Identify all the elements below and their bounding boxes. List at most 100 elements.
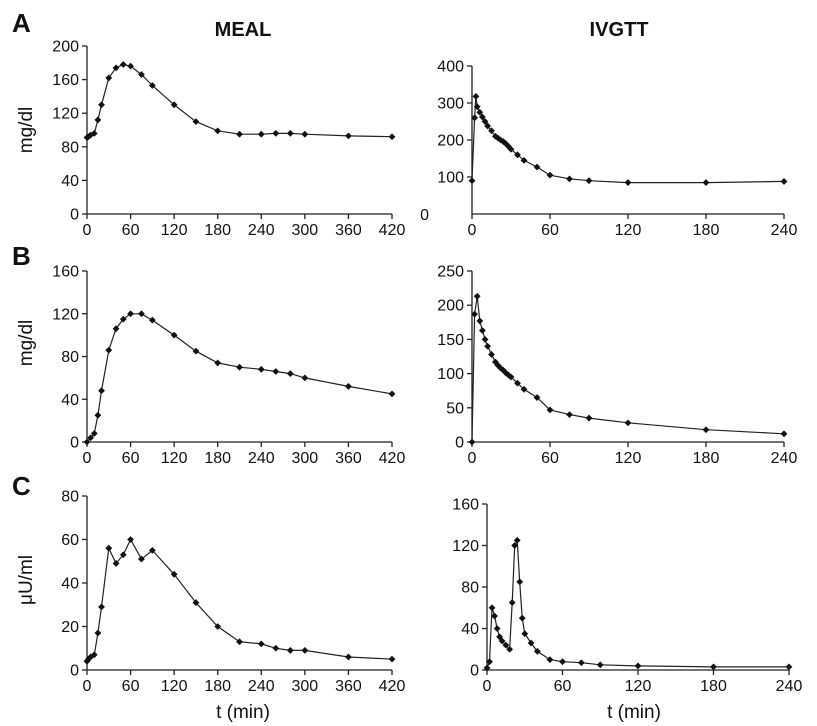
data-point <box>105 74 113 82</box>
x-tick-label: 180 <box>693 450 720 467</box>
data-point <box>148 82 156 89</box>
y-tick-label: 400 <box>437 59 464 76</box>
chart-c-ivgtt: 0 40 80 120 160 0 60 120 180 240 <box>452 497 802 696</box>
data-point <box>527 639 535 647</box>
data-point <box>488 127 495 135</box>
data-point <box>112 325 120 333</box>
data-point <box>286 129 294 137</box>
x-tick-label: 120 <box>615 222 642 239</box>
x-tick-label: 180 <box>700 678 727 695</box>
x-tick-label: 60 <box>541 450 559 467</box>
data-point <box>507 145 515 153</box>
data-point <box>388 655 396 663</box>
data-point <box>476 317 484 325</box>
x-tick-label: 0 <box>83 450 92 467</box>
data-point <box>90 430 98 437</box>
x-label-ivgtt: t (min) <box>607 702 661 723</box>
data-point <box>345 653 352 661</box>
data-point <box>577 659 585 667</box>
x-tick-label: 60 <box>541 222 559 239</box>
y-tick-label: 200 <box>437 298 464 315</box>
y-label-b: mg/dl <box>16 320 37 366</box>
data-point <box>785 663 793 671</box>
data-point <box>388 390 396 398</box>
y-tick-label: 250 <box>437 264 464 281</box>
data-point <box>170 570 178 578</box>
y-tick-label: 0 <box>70 663 79 680</box>
panel-letter-b: B <box>12 241 31 271</box>
y-tick-label: 150 <box>437 332 464 349</box>
y-tick-label: 120 <box>52 306 79 323</box>
y-tick-label: 0 <box>70 207 79 224</box>
data-point <box>479 113 486 121</box>
y-tick-label: 100 <box>437 366 464 383</box>
x-tick-label: 120 <box>161 678 188 695</box>
x-tick-label: 180 <box>693 222 720 239</box>
data-point <box>94 411 102 419</box>
data-point <box>521 630 529 638</box>
data-point <box>518 614 526 622</box>
data-point <box>473 292 481 300</box>
data-point <box>624 179 632 186</box>
data-point <box>507 373 515 381</box>
data-point <box>98 387 105 395</box>
data-point <box>192 599 200 606</box>
x-tick-label: 180 <box>204 678 231 695</box>
data-point <box>119 315 127 323</box>
data-point <box>192 347 200 355</box>
data-point <box>513 536 521 544</box>
x-tick-label: 0 <box>483 678 492 695</box>
y-tick-label: 200 <box>52 39 79 56</box>
x-tick-label: 300 <box>292 450 319 467</box>
y-tick-label: 40 <box>61 173 79 190</box>
data-point <box>105 346 113 354</box>
y-tick-label: 20 <box>61 619 79 636</box>
data-point <box>473 103 481 111</box>
data-point <box>533 647 541 655</box>
data-point <box>486 658 493 666</box>
x-tick-label: 420 <box>379 678 406 695</box>
data-point <box>148 546 156 554</box>
x-tick-label: 240 <box>248 678 275 695</box>
data-point <box>286 647 294 654</box>
data-point <box>87 434 95 442</box>
data-point <box>585 177 593 185</box>
x-tick-label: 180 <box>204 222 231 239</box>
data-point <box>710 663 717 671</box>
series-line <box>86 313 393 443</box>
data-point <box>502 140 510 148</box>
y-tick-label: 60 <box>61 532 79 549</box>
data-point <box>472 92 480 100</box>
data-point <box>138 71 145 78</box>
x-tick-label: 180 <box>204 450 231 467</box>
panel-letter-a: A <box>12 8 31 38</box>
x-tick-label: 60 <box>122 450 140 467</box>
data-point <box>257 365 265 373</box>
data-point <box>481 336 489 343</box>
data-point <box>272 129 280 137</box>
data-point <box>214 359 222 367</box>
series-line <box>486 537 789 669</box>
data-point <box>301 374 309 382</box>
y-tick-label: 80 <box>61 349 79 366</box>
data-point <box>546 171 554 179</box>
series-line <box>471 96 785 184</box>
y-tick-label: 80 <box>61 489 79 506</box>
data-point <box>516 578 524 586</box>
data-point <box>85 655 92 663</box>
data-point <box>98 603 105 611</box>
x-tick-label: 240 <box>771 450 798 467</box>
data-point <box>90 651 98 659</box>
x-tick-label: 420 <box>379 450 406 467</box>
y-tick-label: 120 <box>452 538 479 555</box>
data-point <box>520 156 528 164</box>
data-point <box>272 644 280 652</box>
data-point <box>214 127 222 135</box>
data-point <box>119 61 127 68</box>
data-point <box>138 555 145 563</box>
data-point <box>236 363 243 371</box>
x-label-meal: t (min) <box>216 702 270 723</box>
data-point <box>170 331 178 339</box>
chart-b-meal: 0 40 80 120 160 0 60 120 180 240 300 360 420 <box>52 264 405 468</box>
x-tick-label: 60 <box>554 678 572 695</box>
